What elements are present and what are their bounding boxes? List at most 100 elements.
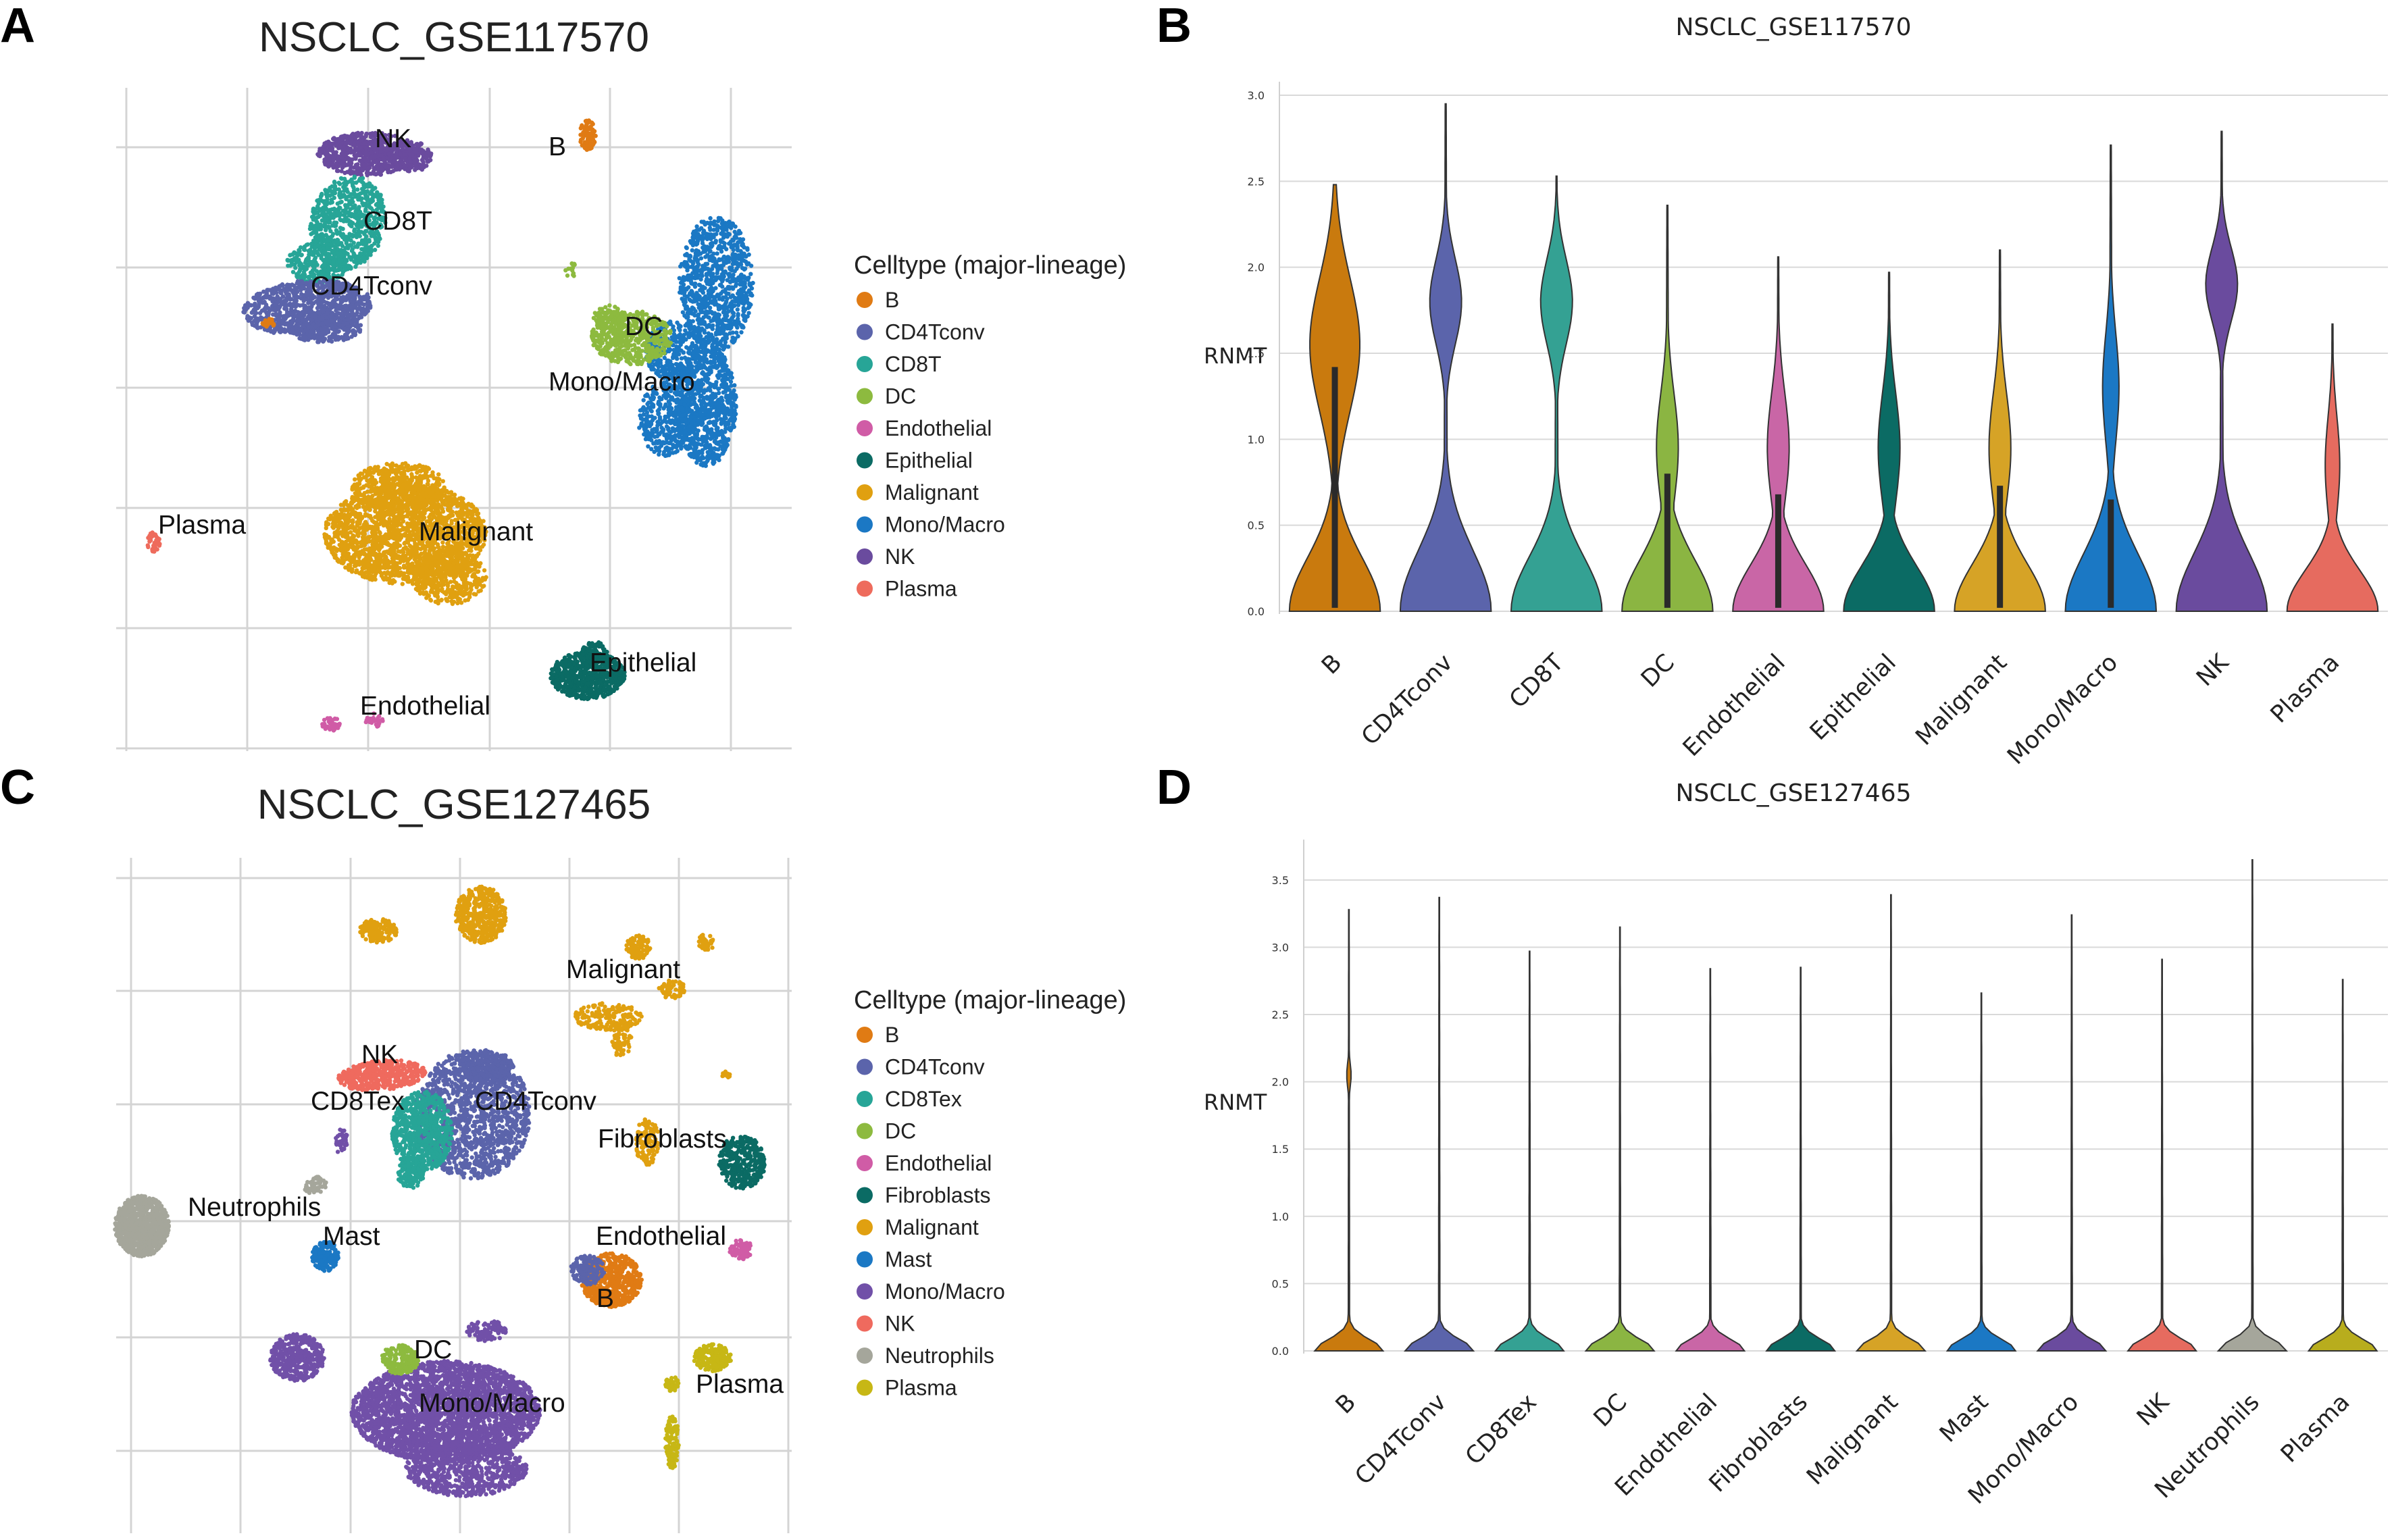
cell-point	[728, 411, 733, 415]
cell-point	[303, 265, 307, 270]
cell-point	[336, 306, 340, 311]
cell-point	[698, 308, 703, 313]
cell-point	[694, 384, 700, 389]
cell-point	[322, 263, 326, 267]
cell-point	[736, 313, 740, 318]
cell-point	[705, 277, 709, 282]
cell-point	[655, 426, 659, 431]
cell-point	[306, 325, 311, 330]
cell-point	[257, 292, 262, 297]
cell-point	[322, 217, 327, 222]
cell-point	[701, 230, 706, 235]
cell-point	[707, 367, 713, 372]
cell-point	[726, 309, 731, 314]
cell-point	[684, 445, 688, 451]
cell-point	[332, 179, 337, 184]
cell-point	[699, 402, 704, 407]
cell-point	[392, 154, 397, 159]
cell-point	[347, 136, 352, 140]
cell-point	[320, 224, 324, 228]
cell-point	[730, 299, 735, 304]
cell-point	[325, 330, 330, 334]
cell-point	[721, 385, 727, 390]
cell-point	[694, 403, 699, 408]
cell-point	[707, 382, 713, 386]
cell-point	[700, 288, 705, 293]
cell-point	[286, 324, 291, 329]
cell-point	[280, 294, 286, 299]
cell-point	[738, 261, 743, 266]
cell-point	[323, 150, 328, 155]
cell-point	[698, 283, 703, 288]
cell-point	[363, 250, 367, 255]
cell-point	[720, 355, 725, 359]
cell-point	[320, 232, 324, 237]
cell-point	[295, 332, 299, 337]
cell-point	[313, 315, 317, 319]
cell-point	[324, 140, 329, 145]
cell-point	[385, 156, 390, 161]
cell-point	[375, 201, 380, 207]
cell-point	[252, 324, 257, 328]
cell-point	[721, 255, 726, 259]
cell-point	[687, 407, 692, 412]
umap-a-title: NSCLC_GSE117570	[259, 14, 649, 61]
cell-point	[685, 294, 690, 299]
cell-point	[704, 388, 709, 393]
cell-point	[274, 311, 278, 317]
cell-point	[700, 434, 705, 439]
cell-point	[339, 199, 344, 205]
cell-point	[593, 134, 598, 138]
cell-point	[278, 288, 282, 293]
cell-point	[711, 346, 717, 351]
cell-point	[336, 210, 340, 215]
cell-point	[584, 140, 589, 145]
cell-point	[722, 436, 727, 440]
cell-point	[707, 226, 713, 230]
cell-point	[711, 453, 716, 458]
cell-point	[708, 215, 713, 221]
cell-point	[349, 265, 353, 270]
cell-point	[337, 259, 342, 264]
cell-point	[368, 161, 373, 167]
cell-point	[311, 334, 316, 339]
cell-point	[326, 253, 331, 257]
cell-point	[315, 263, 320, 267]
cell-point	[724, 313, 730, 318]
cell-point	[357, 209, 363, 214]
cell-point	[376, 243, 380, 248]
cell-point	[701, 461, 706, 465]
cell-point	[696, 262, 701, 267]
cell-point	[711, 255, 716, 261]
cell-point	[728, 267, 733, 272]
cell-point	[740, 237, 746, 242]
cell-point	[365, 184, 370, 189]
cell-point	[712, 296, 717, 301]
cell-point	[243, 303, 248, 308]
cell-point	[705, 325, 709, 330]
cell-point	[282, 330, 288, 334]
cell-point	[707, 339, 712, 344]
cell-point	[344, 210, 349, 215]
cell-point	[352, 191, 357, 196]
cell-point	[703, 255, 708, 259]
cell-point	[680, 297, 684, 301]
cell-point	[353, 312, 358, 317]
cell-point	[713, 262, 717, 267]
cell-point	[342, 187, 347, 192]
cell-point	[591, 141, 596, 147]
cell-point	[351, 184, 355, 188]
cell-point	[259, 299, 263, 303]
cell-point	[732, 383, 737, 388]
cell-point	[716, 376, 721, 380]
cell-point	[307, 334, 312, 338]
cell-point	[697, 228, 702, 232]
cell-point	[337, 230, 342, 235]
cell-point	[307, 252, 311, 257]
cell-point	[578, 126, 583, 131]
cell-point	[747, 281, 752, 286]
cell-point	[712, 358, 717, 363]
cell-point	[263, 294, 268, 299]
cell-point	[717, 399, 721, 404]
